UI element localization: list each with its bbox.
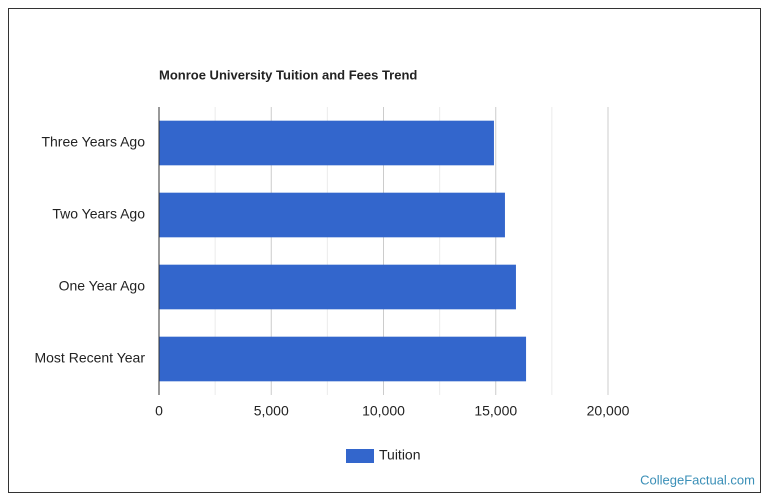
frame (8, 8, 761, 493)
y-tick-label: One Year Ago (59, 278, 146, 294)
legend-label: Tuition (379, 447, 421, 463)
bar (159, 192, 505, 238)
bar (159, 264, 516, 310)
legend-swatch (346, 449, 374, 463)
x-tick-label: 20,000 (587, 403, 630, 419)
y-tick-label: Two Years Ago (52, 206, 145, 222)
x-tick-label: 15,000 (474, 403, 517, 419)
x-tick-label: 0 (155, 403, 163, 419)
footer[interactable]: CollegeFactual.com (640, 472, 755, 487)
y-tick-label: Three Years Ago (41, 134, 145, 150)
y-tick-label: Most Recent Year (34, 350, 145, 366)
bar (159, 336, 527, 382)
bar (159, 120, 494, 166)
chart-title: Monroe University Tuition and Fees Trend (159, 67, 417, 82)
x-tick-label: 5,000 (254, 403, 289, 419)
x-tick-label: 10,000 (362, 403, 405, 419)
